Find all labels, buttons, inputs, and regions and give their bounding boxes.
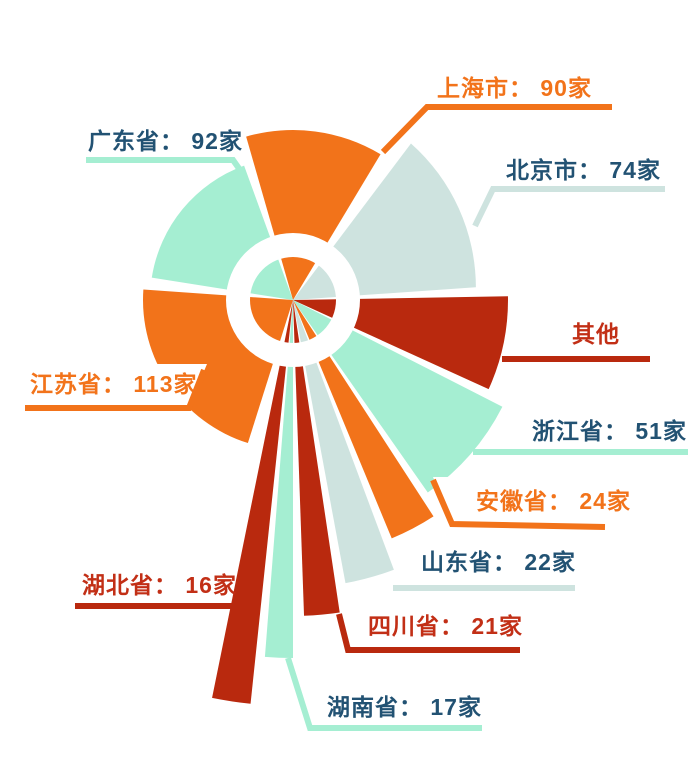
wedge-浙江省 xyxy=(293,300,503,493)
label-北京市: 北京市： 74家 xyxy=(506,157,661,183)
label-四川省: 四川省： 21家 xyxy=(368,613,523,639)
label-安徽省: 安徽省： 24家 xyxy=(476,488,631,514)
label-浙江省: 浙江省： 51家 xyxy=(532,418,687,444)
wedge-上海市 xyxy=(246,130,381,300)
label-江苏省: 江苏省： 113家 xyxy=(30,371,198,397)
label-湖北省: 湖北省： 16家 xyxy=(82,572,237,598)
label-广东省: 广东省： 92家 xyxy=(88,128,243,154)
label-flag-mask-江苏省 xyxy=(20,364,207,412)
wedge-四川省 xyxy=(293,300,340,616)
label-湖南省: 湖南省： 17家 xyxy=(327,694,482,720)
wedge-湖南省 xyxy=(264,300,293,659)
leader-line-上海市 xyxy=(380,104,612,155)
leader-line-江苏省 xyxy=(25,368,207,411)
center-ring xyxy=(226,233,360,367)
leader-line-四川省 xyxy=(336,613,520,653)
wedge-山东省 xyxy=(293,300,394,584)
label-其他: 其他 xyxy=(572,321,620,347)
label-山东省: 山东省： 22家 xyxy=(421,549,576,575)
leader-line-安徽省 xyxy=(430,478,606,530)
wedge-湖北省 xyxy=(212,300,293,704)
leader-line-北京市 xyxy=(472,186,665,228)
label-flag-mask-安徽省 xyxy=(433,477,622,531)
wedge-安徽省 xyxy=(293,300,434,539)
label-上海市: 上海市： 90家 xyxy=(437,75,592,101)
leader-line-湖南省 xyxy=(285,657,482,731)
leader-line-广东省 xyxy=(86,157,248,179)
